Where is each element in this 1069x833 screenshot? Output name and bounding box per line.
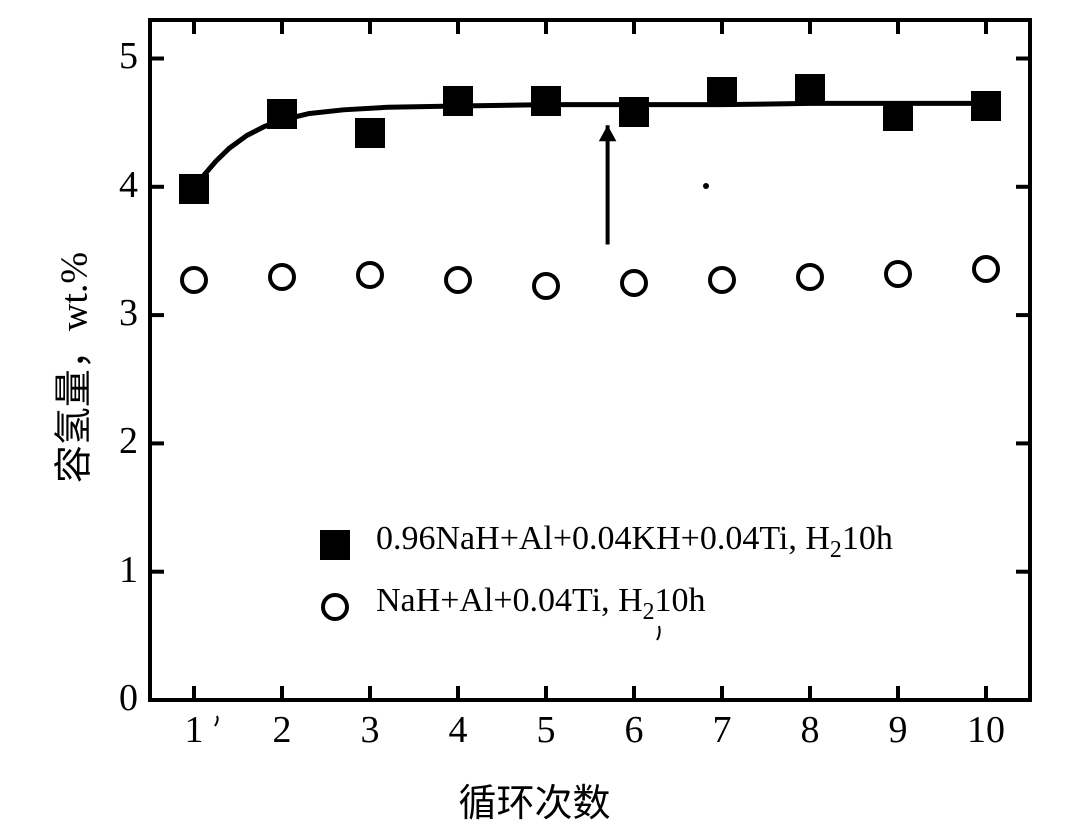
x-tick-label: 2 <box>252 708 312 752</box>
x-tick-label: 4 <box>428 708 488 752</box>
data-point-circle <box>532 272 560 300</box>
y-tick-label: 5 <box>78 34 138 78</box>
y-axis-title: 容氢量，wt.% <box>43 218 98 518</box>
data-point-circle <box>796 263 824 291</box>
data-point-square <box>971 91 1001 121</box>
y-tick-label: 3 <box>78 291 138 335</box>
x-tick-label: 9 <box>868 708 928 752</box>
data-point-square <box>443 86 473 116</box>
x-tick-label: 5 <box>516 708 576 752</box>
data-point-circle <box>708 266 736 294</box>
legend-label-square: 0.96NaH+Al+0.04KH+0.04Ti, H210h <box>376 520 893 564</box>
legend-marker-circle <box>321 593 349 621</box>
y-tick-label: 2 <box>78 419 138 463</box>
legend-marker-square <box>320 530 350 560</box>
y-tick-label: 1 <box>78 548 138 592</box>
data-point-square <box>267 99 297 129</box>
x-tick-label: 1 <box>164 708 224 752</box>
chart-stage: 容氢量，wt.% 012345 12345678910 循环次数 0.96NaH… <box>0 0 1069 833</box>
data-point-circle <box>884 260 912 288</box>
x-axis-title: 循环次数 <box>0 772 1069 827</box>
data-point-circle <box>620 269 648 297</box>
data-point-circle <box>356 261 384 289</box>
legend-label-circle: NaH+Al+0.04Ti, H210h <box>376 582 706 626</box>
data-point-square <box>707 77 737 107</box>
data-point-square <box>619 97 649 127</box>
data-point-circle <box>268 263 296 291</box>
x-tick-label: 7 <box>692 708 752 752</box>
data-point-circle <box>180 266 208 294</box>
x-tick-label: 6 <box>604 708 664 752</box>
y-tick-label: 0 <box>78 676 138 720</box>
data-point-square <box>179 174 209 204</box>
data-point-circle <box>444 266 472 294</box>
x-tick-label: 3 <box>340 708 400 752</box>
y-tick-label: 4 <box>78 163 138 207</box>
data-point-square <box>355 118 385 148</box>
data-point-square <box>531 86 561 116</box>
data-point-square <box>883 101 913 131</box>
x-tick-label: 10 <box>956 708 1016 752</box>
data-point-square <box>795 74 825 104</box>
x-tick-label: 8 <box>780 708 840 752</box>
data-point-circle <box>972 255 1000 283</box>
